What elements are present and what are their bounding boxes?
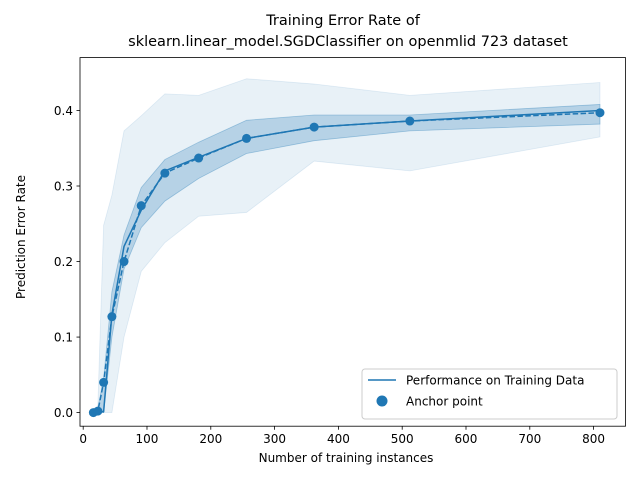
chart-title: Training Error Rate of xyxy=(265,13,421,29)
y-tick-label: 0.3 xyxy=(54,179,73,193)
anchor-point-marker xyxy=(160,168,170,178)
anchor-point-marker xyxy=(136,201,146,211)
anchor-point-marker xyxy=(93,406,103,416)
series-lines xyxy=(93,109,601,414)
legend-box xyxy=(361,368,618,420)
anchor-point-marker xyxy=(99,377,109,387)
y-axis-label: Prediction Error Rate xyxy=(14,175,28,299)
y-tick-label: 0.4 xyxy=(54,104,73,118)
chart-subtitle: sklearn.linear_model.SGDClassifier on op… xyxy=(128,34,568,50)
x-tick-label: 200 xyxy=(199,432,222,446)
anchor-point-marker xyxy=(309,122,319,132)
y-tick-label: 0.0 xyxy=(54,406,73,420)
x-tick-label: 100 xyxy=(136,432,159,446)
y-tick-label: 0.1 xyxy=(54,330,73,344)
y-tick-label: 0.2 xyxy=(54,255,73,269)
x-tick-label: 300 xyxy=(263,432,286,446)
anchor-point-marker xyxy=(119,257,129,267)
x-axis-ticks: 0 100 200 300 400 500 600 700 800 xyxy=(79,426,605,446)
x-tick-label: 400 xyxy=(327,432,350,446)
y-axis-ticks: 0.0 0.1 0.2 0.3 0.4 xyxy=(54,104,80,420)
x-tick-label: 500 xyxy=(391,432,414,446)
anchor-point-marker xyxy=(242,133,252,143)
anchor-point-marker xyxy=(595,108,605,118)
anchor-point-marker xyxy=(405,116,415,126)
plot-area-frame xyxy=(79,57,626,427)
legend: Performance on Training Data Anchor poin… xyxy=(361,368,618,420)
legend-label-anchor: Anchor point xyxy=(406,395,483,409)
anchor-points xyxy=(88,108,605,418)
x-tick-label: 0 xyxy=(79,432,87,446)
anchor-point-marker xyxy=(194,153,204,163)
legend-label-training: Performance on Training Data xyxy=(406,374,584,388)
x-axis-label: Number of training instances xyxy=(259,451,434,465)
x-tick-label: 800 xyxy=(582,432,605,446)
x-tick-label: 700 xyxy=(518,432,541,446)
anchor-fit-dashed-line xyxy=(93,111,601,414)
x-tick-label: 600 xyxy=(455,432,478,446)
anchor-point-marker xyxy=(107,312,117,322)
legend-marker-swatch xyxy=(376,395,388,407)
